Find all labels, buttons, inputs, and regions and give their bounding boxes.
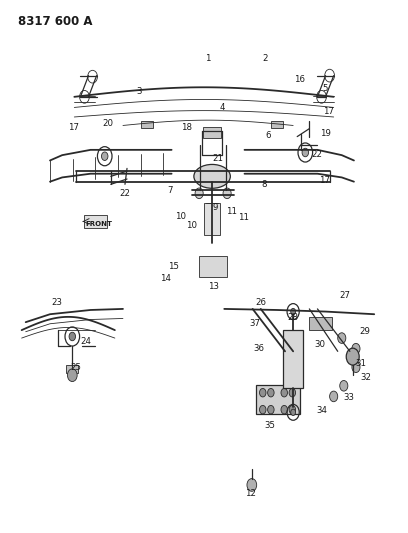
Circle shape [268, 389, 274, 397]
Text: 8: 8 [261, 180, 267, 189]
Text: 30: 30 [314, 340, 325, 349]
Circle shape [352, 343, 360, 354]
Text: 15: 15 [168, 262, 179, 271]
Text: 1: 1 [205, 54, 211, 62]
Circle shape [281, 406, 288, 414]
Bar [141, 121, 153, 127]
Text: 23: 23 [52, 298, 63, 307]
Text: 27: 27 [339, 291, 350, 300]
Bar [309, 317, 332, 330]
Text: 3: 3 [136, 87, 142, 96]
Text: 17: 17 [323, 107, 334, 116]
Text: 9: 9 [213, 203, 218, 212]
Text: 35: 35 [264, 421, 275, 430]
Bar [271, 121, 283, 127]
Circle shape [352, 362, 360, 373]
Bar [203, 126, 221, 138]
Text: 11: 11 [226, 207, 237, 216]
Text: 25: 25 [71, 363, 82, 372]
Text: 13: 13 [208, 282, 219, 291]
Text: 6: 6 [265, 131, 271, 140]
Text: 10: 10 [175, 212, 186, 221]
Text: 28: 28 [288, 313, 299, 322]
Circle shape [340, 381, 348, 391]
Text: 20: 20 [102, 119, 113, 128]
Text: 17: 17 [68, 123, 79, 132]
Text: 12: 12 [245, 489, 256, 498]
Text: FRONT: FRONT [85, 221, 112, 227]
Text: 4: 4 [220, 103, 225, 112]
Text: 10: 10 [186, 221, 197, 230]
Text: 11: 11 [238, 213, 249, 222]
Text: 22: 22 [120, 189, 131, 198]
Bar [84, 215, 107, 228]
Text: 36: 36 [253, 344, 264, 353]
Text: 19: 19 [320, 130, 331, 139]
Bar [66, 365, 78, 373]
Text: 7: 7 [167, 186, 172, 195]
Text: 8317 600 A: 8317 600 A [18, 15, 92, 28]
Text: 32: 32 [361, 373, 372, 382]
Circle shape [338, 333, 346, 343]
Circle shape [69, 332, 75, 341]
Circle shape [302, 148, 308, 157]
Bar [256, 385, 300, 414]
Circle shape [330, 391, 338, 402]
Circle shape [346, 348, 359, 365]
Text: 24: 24 [80, 337, 91, 346]
Text: 31: 31 [355, 359, 366, 367]
Text: 26: 26 [255, 297, 266, 306]
Circle shape [289, 406, 295, 414]
Circle shape [268, 406, 274, 414]
Text: 17: 17 [319, 175, 330, 184]
Circle shape [259, 406, 266, 414]
Bar [204, 203, 220, 235]
Text: 14: 14 [160, 274, 171, 283]
Bar [283, 330, 303, 389]
Text: 37: 37 [249, 319, 260, 328]
Circle shape [291, 409, 295, 416]
Text: 5: 5 [323, 84, 328, 93]
Text: 33: 33 [344, 393, 355, 402]
Circle shape [195, 188, 203, 199]
Text: 29: 29 [359, 327, 370, 336]
Text: 22: 22 [311, 150, 322, 159]
Text: 21: 21 [213, 155, 224, 164]
Circle shape [281, 389, 288, 397]
Bar [199, 256, 227, 277]
Text: 34: 34 [317, 406, 328, 415]
Circle shape [259, 389, 266, 397]
Text: 2: 2 [262, 54, 268, 62]
Circle shape [102, 152, 108, 160]
Ellipse shape [194, 165, 231, 188]
Circle shape [291, 309, 295, 315]
Text: 18: 18 [182, 123, 193, 132]
Circle shape [223, 188, 231, 199]
Text: 16: 16 [294, 75, 305, 84]
Circle shape [67, 369, 77, 382]
Circle shape [289, 389, 295, 397]
Circle shape [247, 479, 257, 491]
